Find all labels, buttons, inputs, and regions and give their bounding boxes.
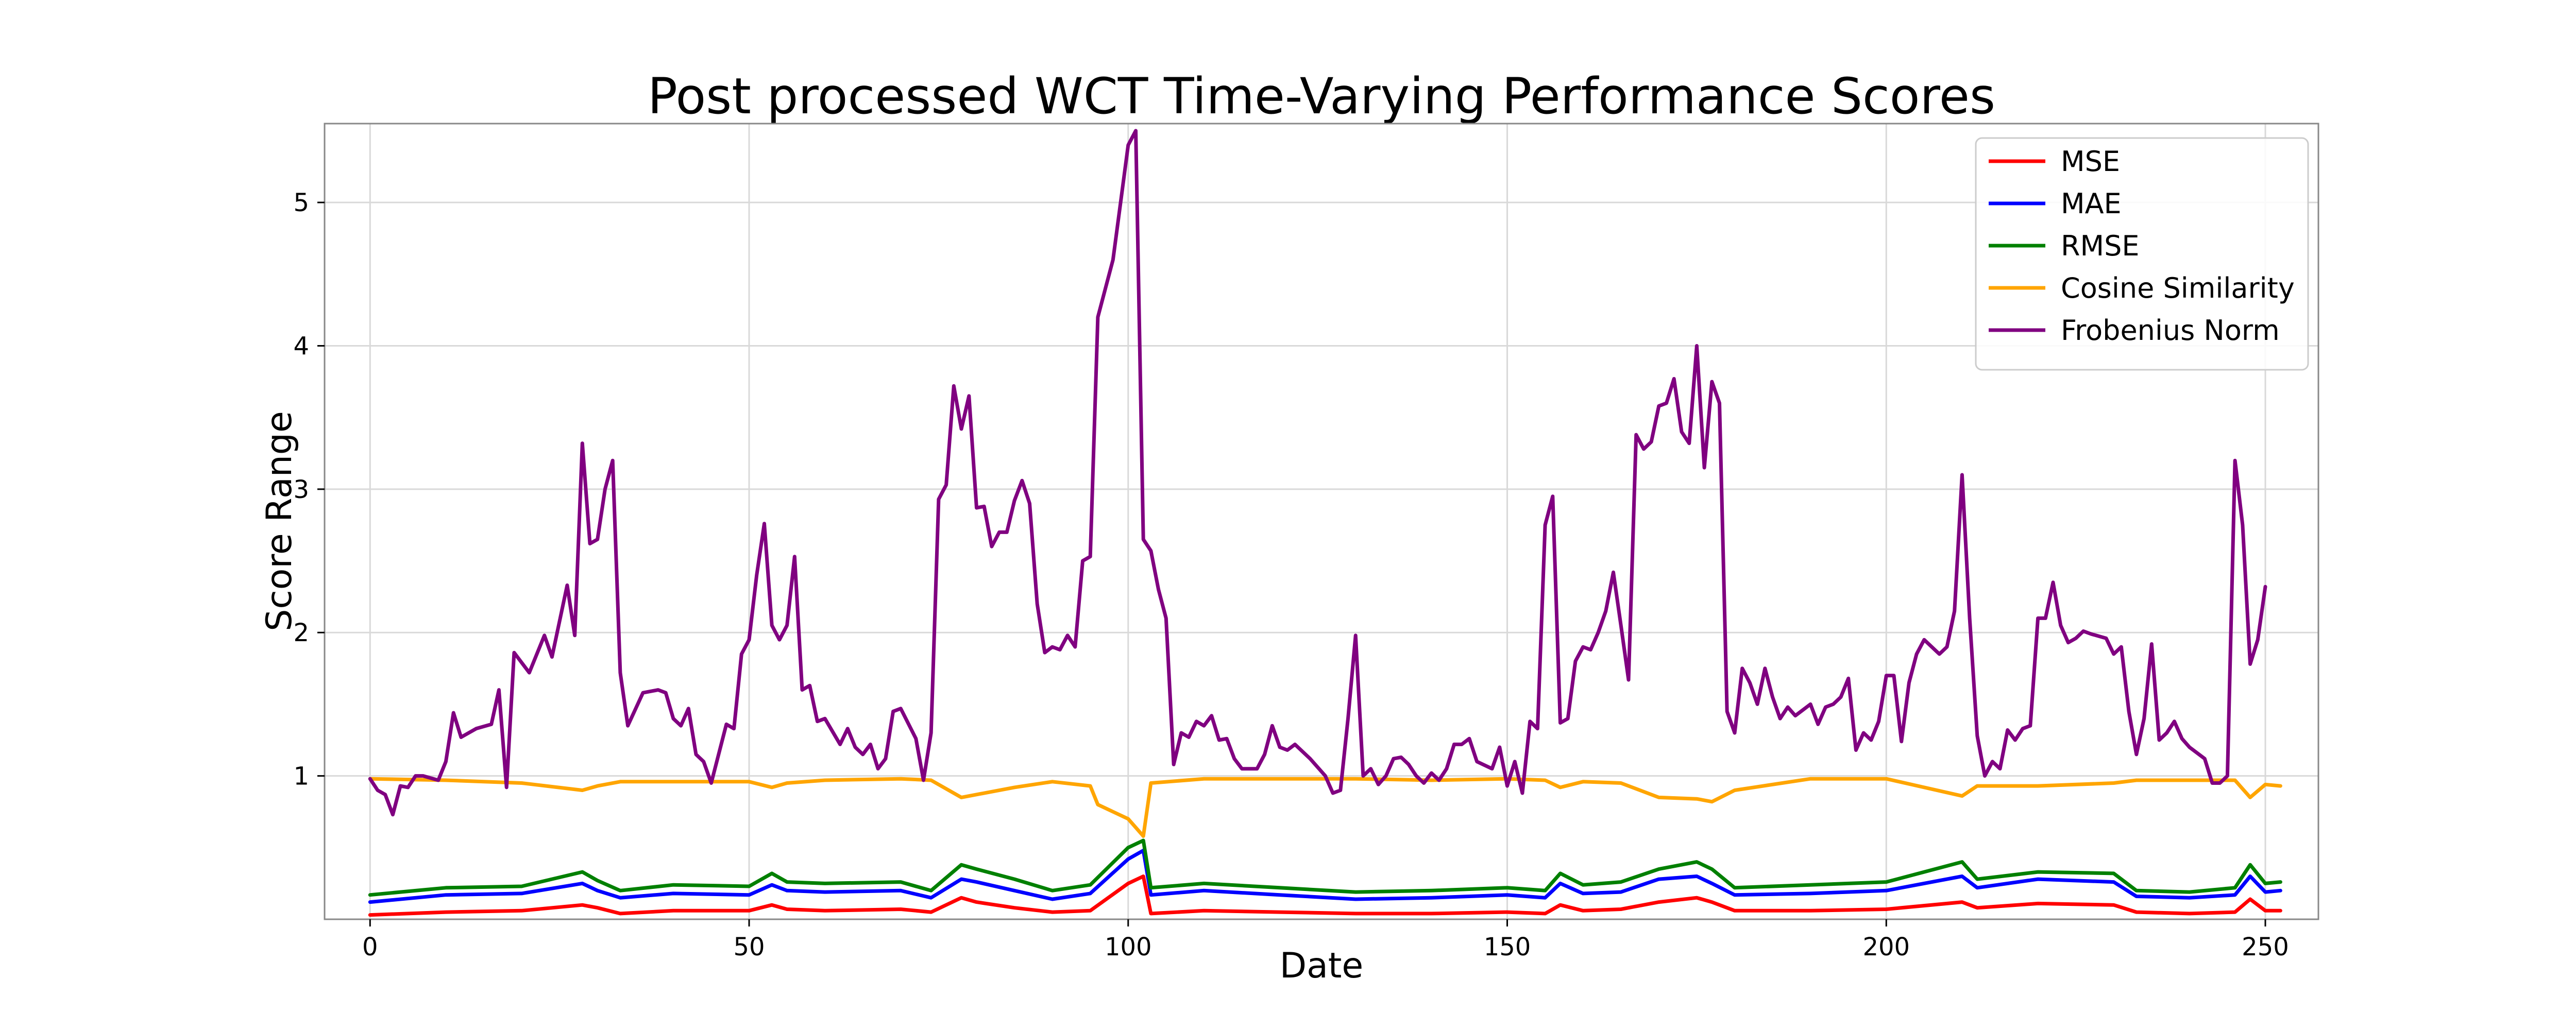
legend-label-rmse: RMSE bbox=[2061, 230, 2140, 262]
x-axis-label: Date bbox=[1280, 946, 1364, 986]
series-line-frobenius-norm bbox=[368, 129, 2267, 817]
x-tick-label: 200 bbox=[1862, 933, 1910, 962]
x-tick-label: 150 bbox=[1484, 933, 1531, 962]
legend-box bbox=[1975, 137, 2309, 371]
x-tick-label: 250 bbox=[2242, 933, 2289, 962]
plot-frame bbox=[324, 123, 2319, 920]
series-line-cosine-similarity bbox=[368, 777, 2282, 838]
legend-label-mae: MAE bbox=[2061, 187, 2122, 220]
x-tick-label: 0 bbox=[362, 933, 378, 962]
axis-ticks: 0 50 100 150 200 250 1 2 3 4 5 bbox=[293, 188, 2289, 962]
series-group bbox=[368, 129, 2282, 917]
y-tick-label: 5 bbox=[293, 188, 309, 217]
legend-label-cosine-similarity: Cosine Similarity bbox=[2061, 272, 2295, 304]
series-line-mae bbox=[368, 848, 2282, 904]
series-line-rmse bbox=[368, 838, 2282, 897]
legend-label-mse: MSE bbox=[2061, 145, 2120, 178]
x-tick-label: 50 bbox=[733, 933, 765, 962]
x-tick-label: 100 bbox=[1105, 933, 1152, 962]
legend-label-frobenius-norm: Frobenius Norm bbox=[2061, 314, 2280, 347]
legend: MSE MAE RMSE Cosine Similarity Frobenius Nor… bbox=[1975, 137, 2309, 371]
y-tick-label: 2 bbox=[293, 619, 309, 647]
y-tick-label: 1 bbox=[293, 762, 309, 791]
y-axis-label: Score Range bbox=[259, 411, 300, 631]
y-tick-label: 3 bbox=[293, 475, 309, 504]
y-tick-label: 4 bbox=[293, 332, 309, 360]
series-line-mse bbox=[368, 874, 2282, 917]
chart-title: Post processed WCT Time-Varying Performa… bbox=[648, 67, 1995, 125]
